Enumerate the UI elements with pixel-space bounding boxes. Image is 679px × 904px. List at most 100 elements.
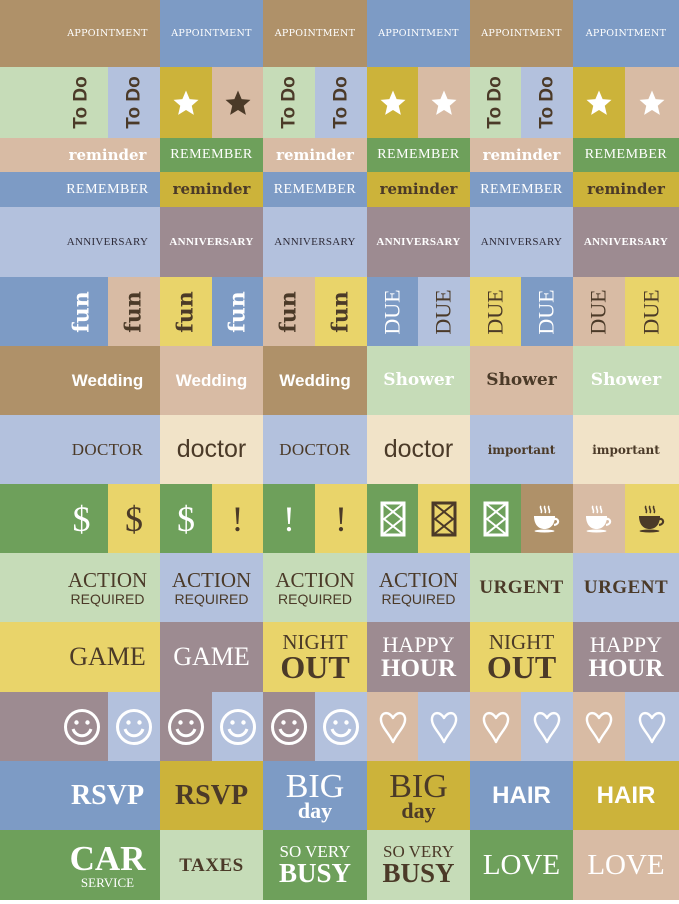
sticker-label: ANNIVERSARY (169, 235, 254, 248)
smiley-icon (270, 708, 308, 746)
sticker-appointment: APPOINTMENT (470, 0, 573, 67)
sticker-label: doctor (176, 435, 247, 463)
sticker-label: To Do (123, 76, 145, 129)
sticker-smiley (108, 692, 160, 761)
sticker-line-1: ACTION (171, 567, 252, 592)
sticker-label: LOVE (587, 848, 665, 881)
sticker-label: DUE (431, 288, 456, 335)
coffee-cup-icon (531, 503, 563, 535)
sticker-label: DUE (534, 288, 559, 335)
heart-icon (532, 709, 562, 745)
sticker-envelope (470, 484, 521, 553)
sticker-urgent: URGENT (573, 553, 679, 622)
sticker-due: DUE (625, 277, 679, 346)
sticker-action-required: ACTION REQUIRED (367, 553, 470, 622)
sticker-label: RSVP (70, 779, 145, 811)
heart-icon (584, 709, 614, 745)
sticker-label: doctor (383, 435, 454, 463)
sticker-taxes: TAXES (160, 830, 263, 900)
sticker-label: fun (224, 290, 251, 333)
sticker-row: Wedding Wedding Wedding Shower Shower Shower (0, 346, 679, 415)
sticker-label: ! (335, 498, 347, 539)
sticker-urgent: URGENT (470, 553, 573, 622)
envelope-icon (431, 501, 457, 537)
sticker-label: fun (276, 290, 302, 333)
sticker-car-service: CAR SERVICE (0, 830, 160, 900)
sticker-appointment: APPOINTMENT (0, 0, 160, 67)
sticker-night-out: NIGHT OUT (470, 622, 573, 692)
sticker-label: ANNIVERSARY (583, 235, 669, 248)
sticker-label: GAME (173, 642, 250, 671)
sticker-exclamation: ! (315, 484, 367, 553)
sticker-label: Wedding (279, 371, 351, 390)
sticker-to-do: To Do (0, 67, 108, 138)
sticker-line-1: HAPPY (382, 631, 455, 657)
sticker-heart (418, 692, 470, 761)
sticker-line-1: BIG (285, 767, 345, 805)
sticker-label: To Do (485, 76, 507, 129)
sticker-label: REMEMBER (66, 181, 149, 197)
sticker-rsvp: RSVP (0, 761, 160, 830)
sticker-label: GAME (69, 642, 146, 671)
star-icon (584, 88, 614, 118)
sticker-line-2: day (297, 797, 333, 823)
sticker-action-required: ACTION REQUIRED (160, 553, 263, 622)
sticker-appointment: APPOINTMENT (367, 0, 470, 67)
sticker-smiley (212, 692, 263, 761)
sticker-doctor: DOCTOR (263, 415, 367, 484)
sticker-heart (573, 692, 625, 761)
sticker-label: REMEMBER (170, 147, 253, 162)
sticker-label: URGENT (479, 577, 564, 598)
sticker-smiley (315, 692, 367, 761)
sticker-label: DOCTOR (71, 440, 144, 459)
sticker-label: fun (68, 290, 95, 333)
sticker-row: reminder REMEMBER reminder REMEMBER reminder… (0, 138, 679, 172)
sticker-exclamation: ! (212, 484, 263, 553)
sticker-line-2: BUSY (382, 858, 455, 888)
sticker-important: important (470, 415, 573, 484)
sticker-game: GAME (0, 622, 160, 692)
sticker-smiley (160, 692, 212, 761)
sticker-line-2: HOUR (381, 654, 456, 682)
sticker-fun: fun (263, 277, 315, 346)
sticker-line-1: ACTION (275, 567, 355, 592)
sticker-row: To Do To Do To Do To Do To Do To Do (0, 67, 679, 138)
sticker-label: fun (328, 290, 354, 333)
sticker-label: ANNIVERSARY (376, 235, 461, 248)
sticker-fun: fun (212, 277, 263, 346)
sticker-line-2: OUT (486, 648, 557, 685)
sticker-label: important (487, 442, 556, 457)
sticker-due: DUE (367, 277, 418, 346)
sticker-hair: HAIR (573, 761, 679, 830)
sticker-label: Wedding (71, 371, 144, 390)
sticker-label: APPOINTMENT (481, 27, 562, 39)
sticker-star (418, 67, 470, 138)
sticker-night-out: NIGHT OUT (263, 622, 367, 692)
sticker-reminder: reminder (263, 138, 367, 172)
sticker-line-1: ACTION (67, 567, 148, 592)
sticker-label: RSVP (174, 779, 249, 811)
sticker-fun: fun (160, 277, 212, 346)
sticker-line-2: SERVICE (80, 875, 135, 890)
coffee-cup-icon (583, 503, 615, 535)
sticker-love: LOVE (573, 830, 679, 900)
sticker-action-required: ACTION REQUIRED (263, 553, 367, 622)
sticker-smiley (0, 692, 108, 761)
sticker-label: $ (177, 498, 195, 539)
sticker-action-required: ACTION REQUIRED (0, 553, 160, 622)
sticker-appointment: APPOINTMENT (263, 0, 367, 67)
smiley-icon (167, 708, 205, 746)
sticker-envelope (367, 484, 418, 553)
sticker-row (0, 692, 679, 761)
sticker-label: HAIR (492, 781, 551, 809)
sticker-label: REMEMBER (480, 181, 563, 197)
sticker-remember: REMEMBER (263, 172, 367, 207)
sticker-to-do: To Do (470, 67, 521, 138)
sticker-dollar: $ (108, 484, 160, 553)
sticker-label: ! (283, 498, 295, 539)
sticker-line-2: REQUIRED (381, 590, 456, 607)
sticker-star (625, 67, 679, 138)
coffee-cup-icon (636, 503, 668, 535)
sticker-rsvp: RSVP (160, 761, 263, 830)
sticker-label: ANNIVERSARY (274, 235, 356, 248)
